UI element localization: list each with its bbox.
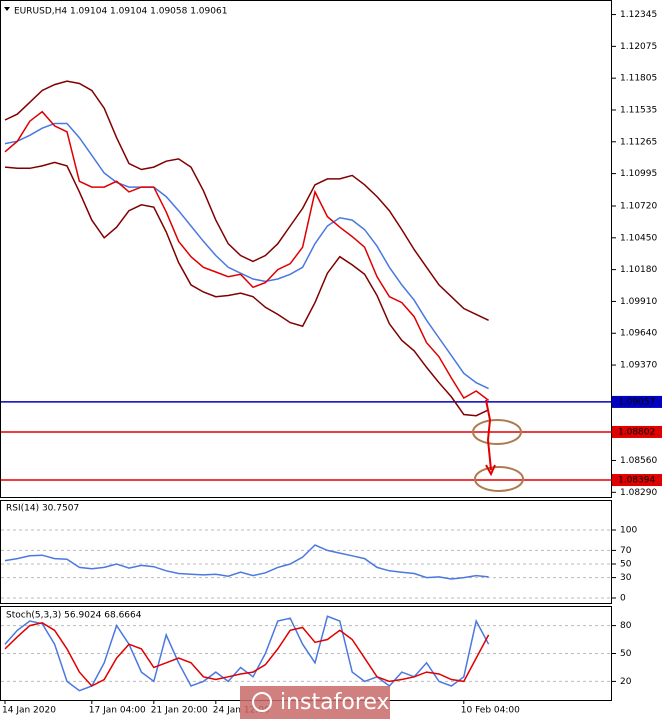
x-tick-label: 17 Jan 04:00 (89, 706, 146, 716)
y-tick-label: 1.11535 (620, 105, 657, 115)
y-tick-label: 30 (620, 573, 632, 583)
panel-title: RSI(14) 30.7507 (6, 504, 79, 514)
y-tick-label: 1.10720 (620, 201, 657, 211)
x-tick-label: 14 Jan 2020 (2, 706, 56, 716)
target-ellipse (472, 419, 522, 445)
y-tick-label: 1.09370 (620, 361, 657, 371)
y-tick-label: 80 (620, 621, 632, 631)
arrow-head (485, 464, 496, 477)
y-tick-label: 20 (620, 677, 632, 687)
target-ellipse (474, 466, 524, 492)
x-tick-label: 10 Feb 04:00 (461, 706, 520, 716)
series-line (4, 622, 490, 687)
level-label-bg (612, 425, 662, 438)
level-label-bg (612, 395, 662, 408)
watermark-bg (240, 686, 390, 719)
main-panel (0, 0, 612, 498)
watermark-text: instaforex (280, 690, 390, 715)
y-tick-label: 1.11805 (620, 74, 657, 84)
y-tick-label: 50 (620, 560, 632, 570)
series-line (4, 80, 489, 321)
y-tick-label: 50 (620, 649, 632, 659)
series-line (4, 161, 489, 417)
level-label: 1.08802 (618, 427, 655, 437)
y-tick-label: 1.10995 (620, 169, 657, 179)
level-label-bg (612, 474, 662, 487)
y-tick-label: 1.08290 (620, 488, 657, 498)
arrow (485, 399, 492, 471)
watermark-logo (252, 692, 272, 712)
y-tick-label: 0 (620, 594, 626, 604)
y-tick-label: 1.09910 (620, 297, 657, 307)
panel-title: Stoch(5,3,3) 56.9024 68.6664 (6, 611, 142, 621)
series-line (4, 544, 489, 580)
stoch-panel (0, 606, 612, 701)
watermark: instaforex (240, 686, 390, 719)
menu-arrow (4, 7, 10, 11)
plot-layer: EURUSD,H4 1.09104 1.09104 1.09058 1.0906… (1, 7, 662, 716)
annotations (472, 399, 524, 492)
y-tick-label: 1.11265 (620, 137, 657, 147)
y-tick-label: 100 (620, 526, 637, 536)
level-label: 1.09057 (618, 397, 655, 407)
series-line (4, 110, 490, 401)
panel-title: EURUSD,H4 1.09104 1.09104 1.09058 1.0906… (14, 7, 227, 17)
y-tick-label: 1.09640 (620, 329, 657, 339)
y-tick-label: 1.10450 (620, 233, 657, 243)
y-tick-label: 1.12345 (620, 10, 657, 20)
series-line (4, 122, 489, 390)
y-tick-label: 1.08560 (620, 456, 657, 466)
series-line (4, 615, 490, 692)
level-label: 1.08394 (618, 476, 655, 486)
y-tick-label: 70 (620, 546, 632, 556)
y-tick-label: 1.10180 (620, 265, 657, 275)
rsi-panel (0, 500, 612, 604)
x-tick-label: 21 Jan 20:00 (151, 706, 208, 716)
y-tick-label: 1.12075 (620, 42, 657, 52)
